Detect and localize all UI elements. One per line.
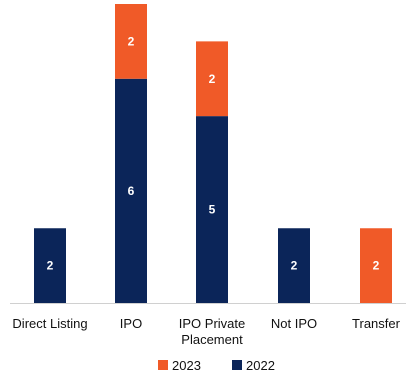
legend-label-2022: 2022 <box>246 358 275 373</box>
data-label-transfer-2023: 2 <box>373 259 380 273</box>
category-label-ipo-private-placement: IPO Private Placement <box>179 316 245 347</box>
data-label-ipo-private-placement-2022: 5 <box>209 203 216 217</box>
category-labels: Direct Listing IPO IPO Private Placement Not… <box>12 316 400 347</box>
data-label-ipo-2023: 2 <box>128 34 135 48</box>
data-label-ipo-private-placement-2023: 2 <box>209 72 216 86</box>
category-label-transfer: Transfer <box>352 316 401 331</box>
data-label-direct-listing-2022: 2 <box>47 259 54 273</box>
bar-not-ipo-2022 <box>278 228 310 303</box>
category-label-not-ipo: Not IPO <box>271 316 317 331</box>
bar-transfer-2023 <box>360 228 392 303</box>
bars-layer: 2 6 2 5 2 2 2 <box>34 4 392 303</box>
bar-ipo-2023 <box>115 4 147 79</box>
legend-swatch-2022 <box>232 360 242 370</box>
data-label-not-ipo-2022: 2 <box>291 259 298 273</box>
bar-direct-listing-2022 <box>34 228 66 303</box>
category-label-ipo: IPO <box>120 316 142 331</box>
legend: 2023 2022 <box>158 358 275 373</box>
legend-swatch-2023 <box>158 360 168 370</box>
data-label-ipo-2022: 6 <box>128 184 135 198</box>
legend-label-2023: 2023 <box>172 358 201 373</box>
bar-ipo-private-placement-2023 <box>196 41 228 117</box>
bar-ipo-private-placement-2022 <box>196 116 228 303</box>
category-label-direct-listing: Direct Listing <box>12 316 87 331</box>
bar-ipo-2022 <box>115 78 147 303</box>
